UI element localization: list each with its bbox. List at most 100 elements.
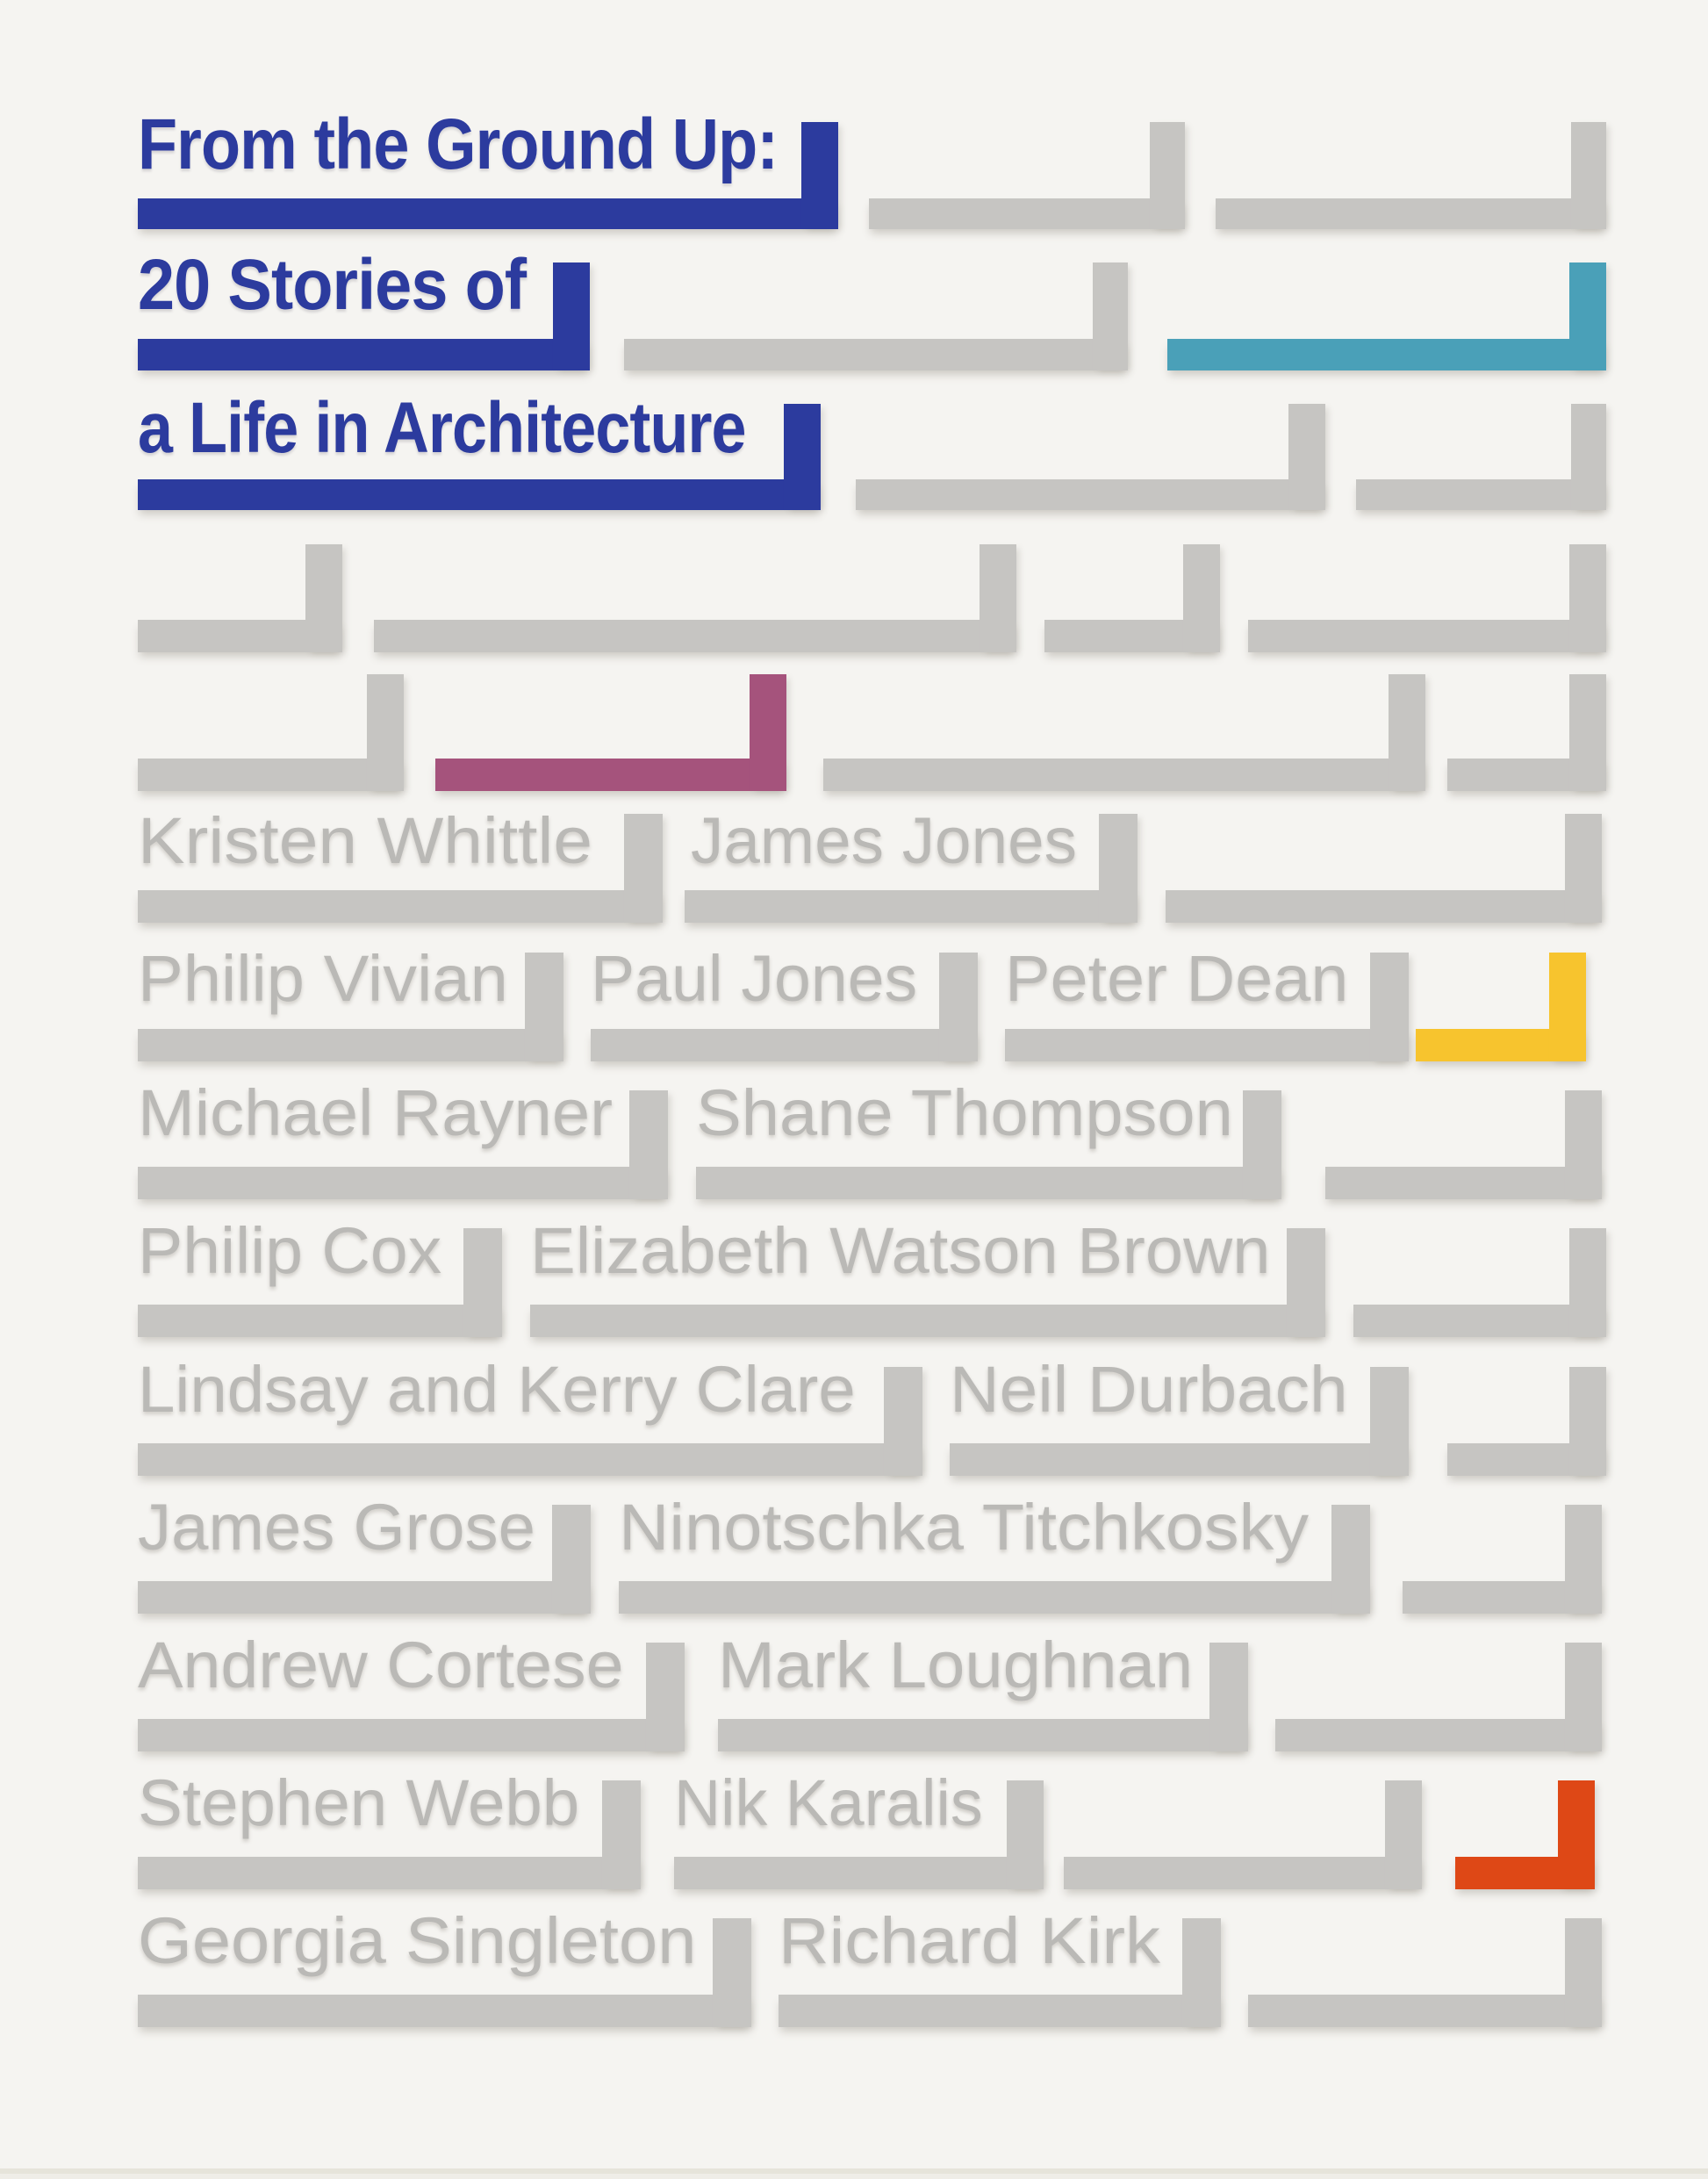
story-bracket-bar <box>950 1443 1409 1476</box>
story-bracket-stub <box>1331 1505 1370 1614</box>
title-line: a Life in Architecture <box>138 388 747 468</box>
story-bracket-stub <box>624 814 663 923</box>
story-bracket-bar <box>138 1029 563 1061</box>
architect-name: Richard Kirk <box>779 1904 1160 1977</box>
story-bracket-bar-teal <box>1167 339 1606 370</box>
architect-name: Ninotschka Titchkosky <box>619 1491 1310 1564</box>
story-bracket-stub-blue <box>801 122 838 229</box>
story-bracket-bar-blue <box>138 479 821 510</box>
story-bracket-stub <box>1565 814 1602 923</box>
story-bracket-stub <box>1099 814 1137 923</box>
story-bracket-stub <box>1571 122 1606 229</box>
page-bottom-base <box>0 2174 1708 2179</box>
story-bracket-bar-blue <box>138 339 590 370</box>
architect-name: Michael Rayner <box>138 1076 614 1149</box>
title-line: 20 Stories of <box>138 245 527 325</box>
story-bracket-stub <box>1007 1780 1044 1889</box>
architect-name: Elizabeth Watson Brown <box>530 1214 1271 1287</box>
story-bracket-bar <box>1353 1305 1606 1337</box>
story-bracket-stub <box>1565 1090 1602 1199</box>
story-bracket-bar <box>856 479 1325 510</box>
story-bracket-stub <box>1565 1643 1602 1751</box>
story-bracket-bar <box>1248 620 1606 652</box>
story-bracket-bar <box>1005 1029 1409 1061</box>
story-bracket-stub <box>525 953 563 1061</box>
story-bracket-bar <box>591 1029 978 1061</box>
story-bracket-bar <box>696 1167 1281 1199</box>
story-bracket-bar <box>869 198 1185 229</box>
story-bracket-stub <box>939 953 978 1061</box>
story-bracket-bar-blue <box>138 198 838 229</box>
story-bracket-stub-purple <box>750 674 786 791</box>
story-bracket-bar <box>823 759 1425 791</box>
story-bracket-bar <box>374 620 1016 652</box>
architect-name: James Grose <box>138 1491 536 1564</box>
story-bracket-stub-blue <box>553 262 590 370</box>
story-bracket-stub <box>367 674 404 791</box>
architect-name: Peter Dean <box>1005 942 1349 1015</box>
story-bracket-bar <box>138 1995 751 2027</box>
story-bracket-bar <box>138 1443 922 1476</box>
story-bracket-stub-teal <box>1569 262 1606 370</box>
story-bracket-bar <box>674 1857 1044 1889</box>
story-bracket-stub <box>1569 1228 1606 1337</box>
architect-name: Andrew Cortese <box>138 1629 624 1701</box>
story-bracket-stub <box>1569 544 1606 652</box>
story-bracket-bar <box>138 759 404 791</box>
story-bracket-bar <box>619 1581 1370 1614</box>
architect-name: Philip Vivian <box>138 942 508 1015</box>
story-bracket-stub <box>1287 1228 1325 1337</box>
architect-name: Nik Karalis <box>674 1766 983 1839</box>
story-bracket-stub <box>884 1367 922 1476</box>
story-bracket-stub-blue <box>784 404 821 510</box>
story-bracket-stub <box>646 1643 685 1751</box>
story-bracket-stub <box>1288 404 1325 510</box>
story-bracket-bar <box>1064 1857 1422 1889</box>
story-bracket-stub <box>463 1228 502 1337</box>
story-bracket-bar <box>685 890 1137 923</box>
story-bracket-stub-yellow <box>1549 953 1586 1061</box>
story-bracket-bar <box>718 1719 1248 1751</box>
architect-name: Stephen Webb <box>138 1766 580 1839</box>
story-bracket-bar <box>624 339 1128 370</box>
story-bracket-stub <box>1565 1505 1602 1614</box>
story-bracket-bar <box>1216 198 1606 229</box>
architect-name: Paul Jones <box>591 942 918 1015</box>
story-bracket-bar <box>138 1305 502 1337</box>
architect-name: Lindsay and Kerry Clare <box>138 1353 856 1426</box>
story-bracket-stub <box>629 1090 668 1199</box>
architect-name: Philip Cox <box>138 1214 442 1287</box>
story-bracket-stub <box>602 1780 641 1889</box>
story-bracket-stub <box>1093 262 1128 370</box>
story-bracket-stub-orange <box>1558 1780 1595 1889</box>
story-bracket-stub <box>552 1505 591 1614</box>
story-bracket-stub <box>1565 1918 1602 2027</box>
architect-name: James Jones <box>691 804 1077 877</box>
story-bracket-bar <box>138 1581 591 1614</box>
story-bracket-stub <box>1389 674 1425 791</box>
architect-name: Neil Durbach <box>950 1353 1348 1426</box>
story-bracket-bar <box>1356 479 1606 510</box>
story-bracket-bar <box>530 1305 1325 1337</box>
story-bracket-stub <box>1571 404 1606 510</box>
story-bracket-stub <box>713 1918 751 2027</box>
page-bottom-edge <box>0 2168 1708 2174</box>
story-bracket-stub <box>980 544 1016 652</box>
story-bracket-bar <box>1275 1719 1602 1751</box>
story-bracket-bar <box>138 1167 668 1199</box>
architect-name: Georgia Singleton <box>138 1904 697 1977</box>
story-bracket-bar <box>1325 1167 1602 1199</box>
story-bracket-stub <box>1209 1643 1248 1751</box>
architect-name: Shane Thompson <box>696 1076 1233 1149</box>
story-bracket-stub <box>1370 1367 1409 1476</box>
story-bracket-stub <box>1370 953 1409 1061</box>
architect-name: Mark Loughnan <box>718 1629 1194 1701</box>
story-bracket-stub <box>1569 1367 1606 1476</box>
story-bracket-stub <box>1243 1090 1281 1199</box>
story-bracket-stub <box>305 544 342 652</box>
story-bracket-stub <box>1569 674 1606 791</box>
story-bracket-bar <box>779 1995 1221 2027</box>
story-bracket-bar <box>138 890 663 923</box>
title-line: From the Ground Up: <box>138 104 779 184</box>
